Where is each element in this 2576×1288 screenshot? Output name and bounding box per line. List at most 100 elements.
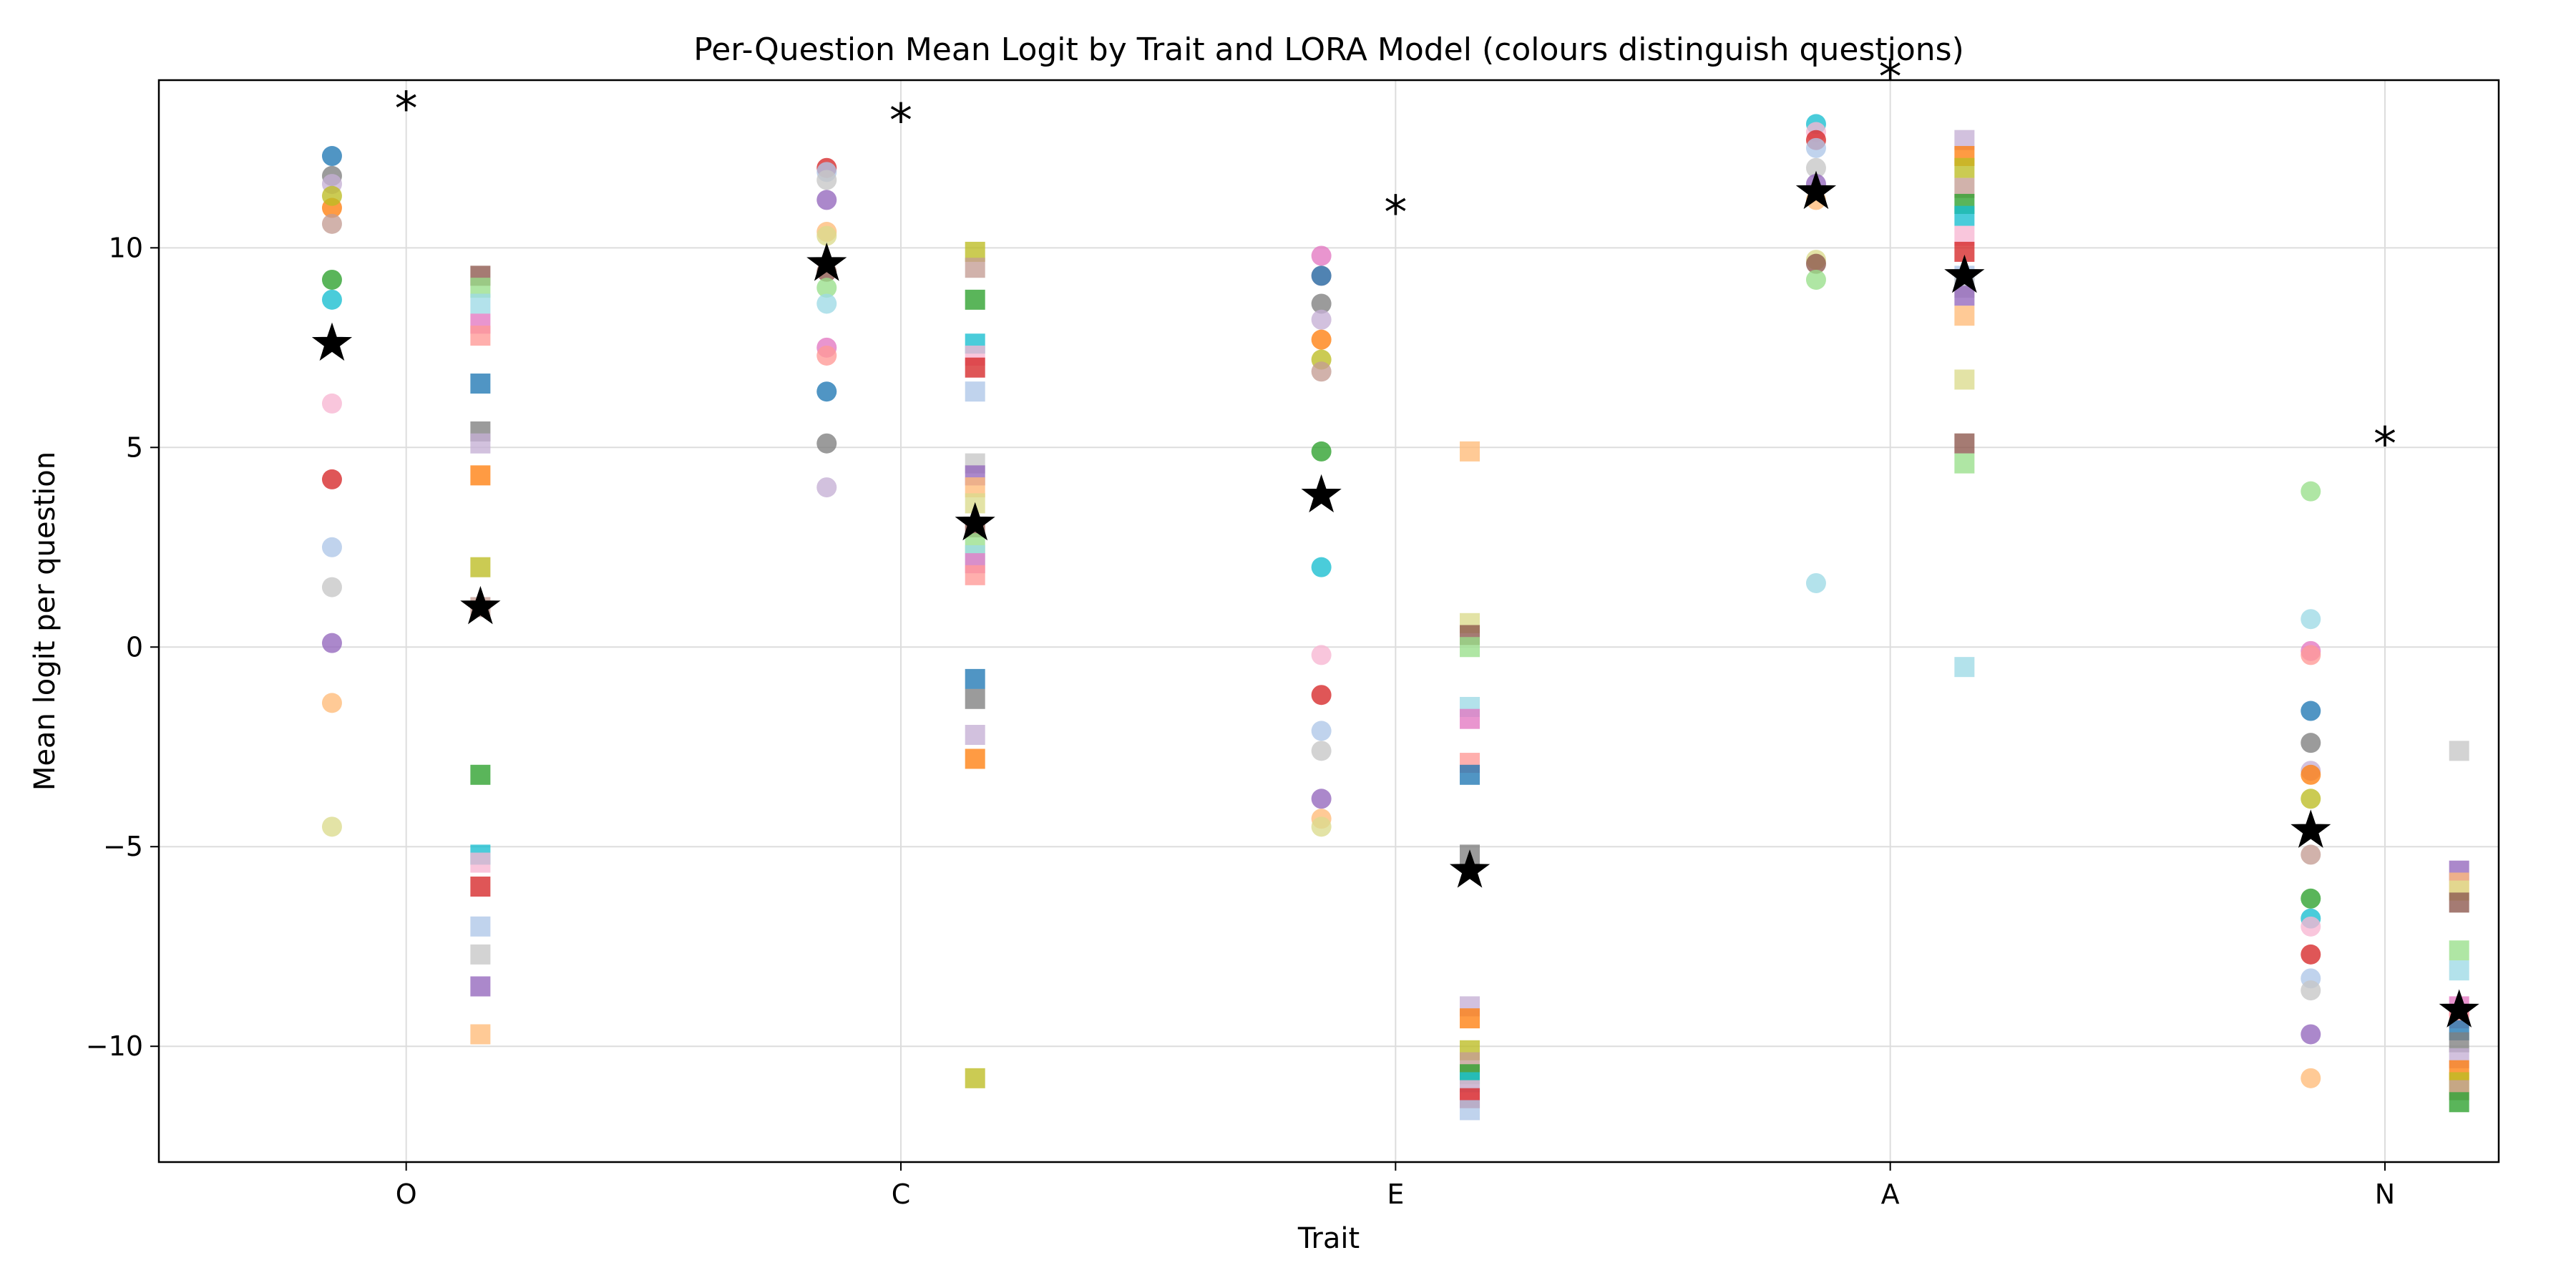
mean-star-marker [311, 322, 353, 361]
data-point [1460, 1100, 1480, 1121]
data-point [470, 326, 491, 346]
mean-star-marker [460, 585, 501, 625]
data-point [321, 693, 342, 713]
data-point [965, 357, 985, 378]
data-point [470, 764, 491, 785]
significance-asterisk: * [1879, 51, 1902, 104]
data-point [1311, 685, 1332, 706]
data-point [470, 944, 491, 965]
data-point [470, 433, 491, 454]
data-point [470, 877, 491, 897]
data-point [2301, 916, 2321, 937]
x-tick-label: C [892, 1179, 911, 1210]
data-point [1311, 645, 1332, 665]
data-point [1954, 369, 1975, 390]
data-point [1311, 245, 1332, 266]
data-point [965, 1068, 985, 1088]
data-point [470, 916, 491, 937]
data-point [321, 816, 342, 837]
data-point [321, 633, 342, 653]
significance-asterisk: * [1384, 187, 1407, 240]
x-tick-label: A [1881, 1179, 1900, 1210]
mean-star-marker [1301, 474, 1342, 513]
data-point [1311, 309, 1332, 330]
data-point [1311, 557, 1332, 577]
mean-star-marker [955, 502, 995, 541]
data-point [470, 1024, 491, 1045]
data-point [1954, 433, 1975, 454]
data-point [2449, 960, 2469, 981]
data-point [816, 190, 837, 210]
mean-star-marker [1795, 170, 1837, 210]
data-point [816, 170, 837, 190]
x-tick-label: O [396, 1179, 417, 1210]
data-point [1311, 816, 1332, 837]
data-point [1311, 361, 1332, 382]
data-point [2301, 1024, 2321, 1045]
data-point [2301, 844, 2321, 865]
data-point [1805, 157, 1826, 178]
data-point [2449, 741, 2469, 761]
y-tick-label: 5 [126, 431, 143, 463]
data-point [321, 469, 342, 489]
data-point [2301, 789, 2321, 809]
y-axis-label: Mean logit per question [29, 452, 62, 791]
axis-ticks: −10 −5 0 5 10 O C E A N [86, 232, 2395, 1210]
data-point [470, 293, 491, 314]
data-point [1954, 453, 1975, 474]
data-point [1805, 572, 1826, 593]
mean-star-marker [1944, 254, 1985, 293]
data-point [2301, 733, 2321, 753]
grid-lines [159, 80, 2499, 1162]
plot-frame [157, 79, 2500, 1163]
data-point [2301, 701, 2321, 721]
data-point [1311, 721, 1332, 741]
y-tick-label: −10 [86, 1030, 143, 1062]
chart-title: Per-Question Mean Logit by Trait and LOR… [693, 31, 1963, 68]
data-point [965, 688, 985, 709]
significance-markers: * * * * * [395, 51, 2396, 471]
data-point [321, 269, 342, 290]
y-tick-label: 10 [109, 232, 143, 263]
data-point [1311, 441, 1332, 462]
data-point [965, 725, 985, 746]
data-point [1311, 293, 1332, 314]
mean-star-marker [806, 243, 847, 281]
mean-star-marker [2439, 989, 2479, 1028]
mean-star-marker [1449, 849, 1491, 888]
data-point [1311, 265, 1332, 286]
data-point [321, 146, 342, 167]
data-point [2301, 1068, 2321, 1088]
data-point [965, 258, 985, 278]
data-point [1311, 329, 1332, 350]
data-point [965, 381, 985, 402]
data-point [965, 668, 985, 689]
data-point [2301, 609, 2321, 630]
data-point [1460, 708, 1480, 729]
data-point [816, 381, 837, 402]
data-point [816, 225, 837, 246]
data-point [470, 557, 491, 577]
data-point [321, 537, 342, 557]
data-point [1954, 205, 1975, 226]
data-point [965, 289, 985, 310]
data-point [1805, 253, 1826, 274]
data-point [2301, 764, 2321, 785]
data-point [2301, 980, 2321, 1001]
data-point [470, 976, 491, 997]
x-tick-label: E [1387, 1179, 1404, 1210]
y-tick-label: −5 [103, 831, 143, 862]
significance-asterisk: * [395, 83, 418, 136]
data-point [1311, 741, 1332, 761]
data-point [816, 278, 837, 298]
mean-star-marker [2290, 809, 2331, 848]
significance-asterisk: * [2373, 419, 2396, 472]
data-point [321, 213, 342, 234]
significance-asterisk: * [889, 95, 912, 148]
data-point [2449, 940, 2469, 961]
data-point [1460, 637, 1480, 658]
data-point [2301, 645, 2321, 665]
data-point [321, 289, 342, 310]
